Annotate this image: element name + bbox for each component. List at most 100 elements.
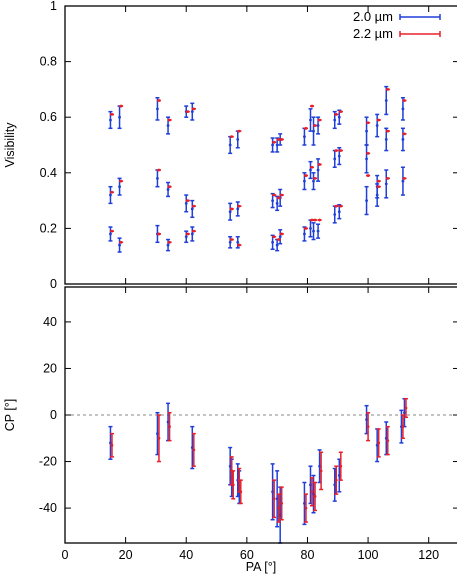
data-point-error-bar — [316, 223, 321, 239]
data-point-error-bar — [275, 137, 280, 153]
data-point-error-bar — [108, 185, 113, 205]
y-tick-label: -40 — [39, 501, 57, 515]
y-tick-label: 0.8 — [40, 55, 57, 69]
data-point-error-bar — [364, 144, 369, 174]
data-point-error-bar — [317, 163, 322, 166]
data-point-error-bar — [364, 185, 369, 216]
x-tick-label: 120 — [418, 548, 439, 562]
visibility-panel: 0 0.2 0.4 0.6 0.8 1 — [40, 0, 457, 291]
data-point-error-bar — [366, 174, 371, 177]
data-point-error-bar — [109, 190, 114, 194]
data-point-error-bar — [167, 185, 172, 189]
data-point-error-bar — [191, 229, 196, 233]
data-point-error-bar — [119, 240, 124, 244]
legend-item: 2.0 µm — [353, 9, 441, 24]
x-tick-label: 40 — [179, 548, 193, 562]
data-point-error-bar — [235, 235, 240, 249]
data-point-error-bar — [366, 121, 371, 125]
y-tick-label: 0.2 — [40, 221, 57, 235]
data-point-error-bar — [156, 414, 161, 463]
data-point-error-bar — [316, 158, 321, 182]
data-point-error-bar — [402, 99, 407, 102]
data-point-error-bar — [275, 470, 280, 528]
data-point-error-bar — [313, 176, 318, 180]
data-point-error-bar — [337, 109, 342, 125]
data-point-error-bar — [185, 199, 190, 203]
data-point-error-bar — [228, 235, 233, 249]
data-point-error-bar — [337, 458, 342, 493]
data-point-error-bar — [313, 218, 318, 222]
data-point-error-bar — [270, 192, 275, 209]
data-point-error-bar — [278, 229, 283, 245]
x-tick-label: 0 — [62, 548, 69, 562]
y-axis-label-closure-phase: CP [°] — [3, 399, 17, 432]
data-point-error-bar — [228, 202, 233, 221]
data-point-error-bar — [384, 127, 389, 152]
data-point-error-bar — [156, 232, 161, 236]
data-point-error-bar — [191, 432, 196, 467]
data-point-error-bar — [375, 183, 380, 207]
data-point-error-bar — [311, 116, 316, 146]
data-point-error-bar — [400, 127, 405, 152]
series-2-2-um — [109, 88, 407, 247]
data-point-error-bar — [384, 85, 389, 116]
data-point-error-bar — [272, 140, 277, 144]
data-point-error-bar — [302, 481, 307, 526]
y-tick-label: 0.6 — [40, 110, 57, 124]
data-point-error-bar — [302, 226, 307, 242]
x-tick-label: 100 — [358, 548, 379, 562]
data-point-error-bar — [279, 486, 284, 521]
data-point-error-bar — [185, 110, 190, 114]
data-point-error-bar — [166, 181, 171, 198]
data-point-error-bar — [276, 196, 281, 200]
data-point-error-bar — [334, 204, 339, 208]
data-point-error-bar — [156, 99, 161, 102]
data-point-error-bar — [319, 451, 324, 491]
data-point-error-bar — [334, 149, 339, 152]
data-point-error-bar — [402, 176, 407, 180]
data-point-error-bar — [272, 479, 277, 519]
data-point-error-bar — [109, 432, 114, 458]
data-point-error-bar — [117, 105, 122, 130]
data-point-error-bar — [109, 113, 114, 116]
data-point-error-bar — [238, 479, 243, 505]
y-tick-label: 40 — [43, 315, 57, 329]
data-point-error-bar — [237, 243, 242, 247]
data-point-error-bar — [166, 238, 171, 252]
data-point-error-bar — [275, 238, 280, 252]
data-point-error-bar — [385, 88, 390, 91]
data-point-error-bar — [276, 493, 281, 523]
data-point-error-bar — [237, 204, 242, 208]
data-point-error-bar — [302, 127, 307, 146]
data-point-error-bar — [184, 230, 189, 244]
data-point-error-bar — [270, 234, 275, 250]
data-point-error-bar — [308, 108, 313, 132]
data-point-error-bar — [270, 137, 275, 153]
plot-frame — [64, 286, 457, 544]
data-point-error-bar — [313, 124, 318, 127]
data-point-error-bar — [235, 201, 240, 217]
data-point-error-bar — [308, 465, 313, 505]
y-tick-label: 0.4 — [40, 166, 57, 180]
data-point-error-bar — [338, 149, 343, 152]
data-point-error-bar — [338, 204, 343, 208]
data-point-error-bar — [310, 477, 315, 507]
data-point-error-bar — [334, 113, 339, 116]
series-2-0-um — [108, 397, 407, 544]
data-point-error-bar — [228, 135, 233, 155]
series-2-0-um — [108, 85, 405, 253]
data-point-error-bar — [317, 118, 322, 122]
legend-label: 2.0 µm — [353, 9, 393, 24]
y-tick-label: 0 — [50, 408, 57, 422]
data-point-error-bar — [385, 129, 390, 133]
data-point-error-bar — [303, 227, 308, 230]
data-point-error-bar — [376, 428, 381, 458]
data-point-error-bar — [376, 185, 381, 189]
data-point-error-bar — [190, 199, 195, 219]
data-point-error-bar — [167, 411, 172, 442]
data-point-error-bar — [400, 166, 405, 196]
data-point-error-bar — [119, 104, 124, 108]
closure-phase-panel: -40 -20 0 20 40 0 20 40 60 80 100 120 — [39, 286, 457, 562]
data-point-error-bar — [235, 130, 240, 149]
data-point-error-bar — [311, 474, 316, 514]
